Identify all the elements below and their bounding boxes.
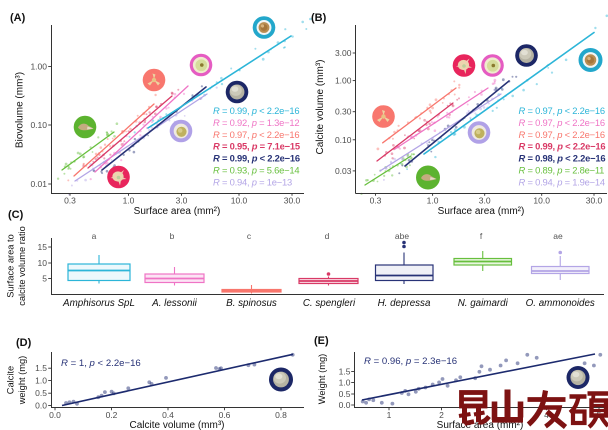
svg-text:0.0: 0.0 — [35, 401, 47, 411]
svg-text:0.10: 0.10 — [335, 135, 352, 145]
svg-text:0.2: 0.2 — [106, 410, 118, 420]
svg-text:3.0: 3.0 — [176, 196, 188, 206]
svg-text:0.3: 0.3 — [64, 196, 76, 206]
svg-text:R = 0.99, p < 2.2e−16: R = 0.99, p < 2.2e−16 — [213, 153, 300, 164]
svg-text:Surface area to: Surface area to — [6, 234, 16, 298]
svg-text:3.00: 3.00 — [335, 48, 352, 58]
svg-text:10.0: 10.0 — [533, 196, 550, 206]
svg-text:O. ammonoides: O. ammonoides — [526, 298, 595, 309]
svg-text:R = 0.89, p = 2.8e−11: R = 0.89, p = 2.8e−11 — [519, 165, 605, 176]
svg-text:a: a — [92, 231, 97, 241]
svg-text:0.30: 0.30 — [335, 107, 352, 117]
svg-text:weight (mg): weight (mg) — [17, 356, 27, 406]
svg-text:0.8: 0.8 — [275, 410, 287, 420]
svg-text:Calcite volume (mm³): Calcite volume (mm³) — [315, 59, 326, 154]
svg-text:H. depressa: H. depressa — [378, 298, 431, 309]
svg-text:1.5: 1.5 — [35, 363, 47, 373]
svg-text:Weight (mg): Weight (mg) — [317, 354, 327, 404]
svg-text:0.0: 0.0 — [49, 410, 61, 420]
svg-text:R = 0.99, p < 2.2e−16: R = 0.99, p < 2.2e−16 — [519, 141, 606, 152]
svg-text:(E): (E) — [314, 335, 329, 347]
svg-text:30.0: 30.0 — [284, 196, 301, 206]
svg-text:(B): (B) — [311, 12, 327, 24]
svg-text:abe: abe — [395, 231, 409, 241]
svg-text:R = 0.97, p < 2.2e−16: R = 0.97, p < 2.2e−16 — [213, 129, 299, 140]
svg-text:R = 0.97, p < 2.2e−16: R = 0.97, p < 2.2e−16 — [519, 105, 605, 116]
svg-text:d: d — [325, 231, 330, 241]
svg-text:1.0: 1.0 — [123, 196, 135, 206]
svg-text:1.5: 1.5 — [339, 367, 351, 377]
svg-text:1.00: 1.00 — [335, 76, 352, 86]
svg-text:0.01: 0.01 — [30, 179, 47, 189]
svg-text:R = 0.94, p = 1e−13: R = 0.94, p = 1e−13 — [213, 176, 292, 187]
svg-text:R = 0.98, p < 2.2e−16: R = 0.98, p < 2.2e−16 — [519, 153, 606, 164]
svg-text:R = 0.93, p = 5.6e−14: R = 0.93, p = 5.6e−14 — [213, 165, 299, 176]
svg-text:Surface area (mm²): Surface area (mm²) — [134, 206, 221, 217]
svg-text:10.0: 10.0 — [231, 196, 248, 206]
svg-text:Surface area (mm²): Surface area (mm²) — [438, 206, 525, 217]
svg-text:4: 4 — [544, 410, 549, 420]
svg-text:R = 0.96, p = 2.3e−16: R = 0.96, p = 2.3e−16 — [364, 356, 457, 367]
svg-text:0.0: 0.0 — [339, 400, 351, 410]
svg-text:Amphisorus SpL: Amphisorus SpL — [62, 298, 135, 309]
svg-text:R = 0.97, p < 2.2e−16: R = 0.97, p < 2.2e−16 — [519, 129, 605, 140]
svg-text:ae: ae — [553, 231, 563, 241]
svg-text:N. gaimardi: N. gaimardi — [458, 298, 509, 309]
svg-text:Calcite volume (mm³): Calcite volume (mm³) — [129, 420, 224, 430]
svg-text:R = 0.92, p = 1.3e−12: R = 0.92, p = 1.3e−12 — [213, 117, 299, 128]
svg-text:15: 15 — [38, 242, 48, 252]
svg-text:30.0: 30.0 — [586, 196, 603, 206]
svg-text:b: b — [170, 231, 175, 241]
svg-text:C. spengleri: C. spengleri — [303, 298, 356, 309]
svg-text:10: 10 — [38, 258, 48, 268]
svg-text:(D): (D) — [16, 337, 32, 349]
svg-text:R = 0.99, p < 2.2e−16: R = 0.99, p < 2.2e−16 — [213, 105, 299, 116]
svg-text:(C): (C) — [8, 209, 24, 221]
svg-text:0.03: 0.03 — [335, 166, 352, 176]
svg-text:0.6: 0.6 — [219, 410, 231, 420]
svg-text:0.5: 0.5 — [339, 389, 351, 399]
svg-text:2: 2 — [439, 410, 444, 420]
svg-text:3.0: 3.0 — [479, 196, 491, 206]
svg-text:B. spinosus: B. spinosus — [226, 298, 277, 309]
svg-text:1.00: 1.00 — [30, 62, 47, 72]
svg-text:Surface area (mm²): Surface area (mm²) — [437, 420, 524, 430]
svg-text:0.3: 0.3 — [370, 196, 382, 206]
svg-text:A. lessonii: A. lessonii — [151, 298, 197, 309]
svg-text:calcite volume ratio: calcite volume ratio — [17, 226, 27, 306]
svg-text:c: c — [247, 231, 252, 241]
svg-text:5: 5 — [42, 274, 47, 284]
svg-text:0.4: 0.4 — [162, 410, 174, 420]
svg-text:Calcite: Calcite — [6, 366, 16, 394]
svg-text:1.0: 1.0 — [35, 376, 47, 386]
svg-text:1.0: 1.0 — [427, 196, 439, 206]
svg-text:(A): (A) — [10, 12, 26, 24]
svg-text:1: 1 — [387, 410, 392, 420]
svg-text:1.0: 1.0 — [339, 378, 351, 388]
svg-text:0.10: 0.10 — [30, 120, 47, 130]
svg-text:R = 0.95, p = 7.1e−15: R = 0.95, p = 7.1e−15 — [213, 141, 300, 152]
svg-text:0.5: 0.5 — [35, 388, 47, 398]
svg-text:Biovolume (mm³): Biovolume (mm³) — [15, 72, 26, 148]
svg-text:R = 0.97, p < 2.2e−16: R = 0.97, p < 2.2e−16 — [519, 117, 605, 128]
svg-text:R = 0.94, p = 1.9e−14: R = 0.94, p = 1.9e−14 — [519, 176, 605, 187]
svg-text:R = 1, p < 2.2e−16: R = 1, p < 2.2e−16 — [61, 358, 141, 369]
svg-text:f: f — [480, 231, 483, 241]
